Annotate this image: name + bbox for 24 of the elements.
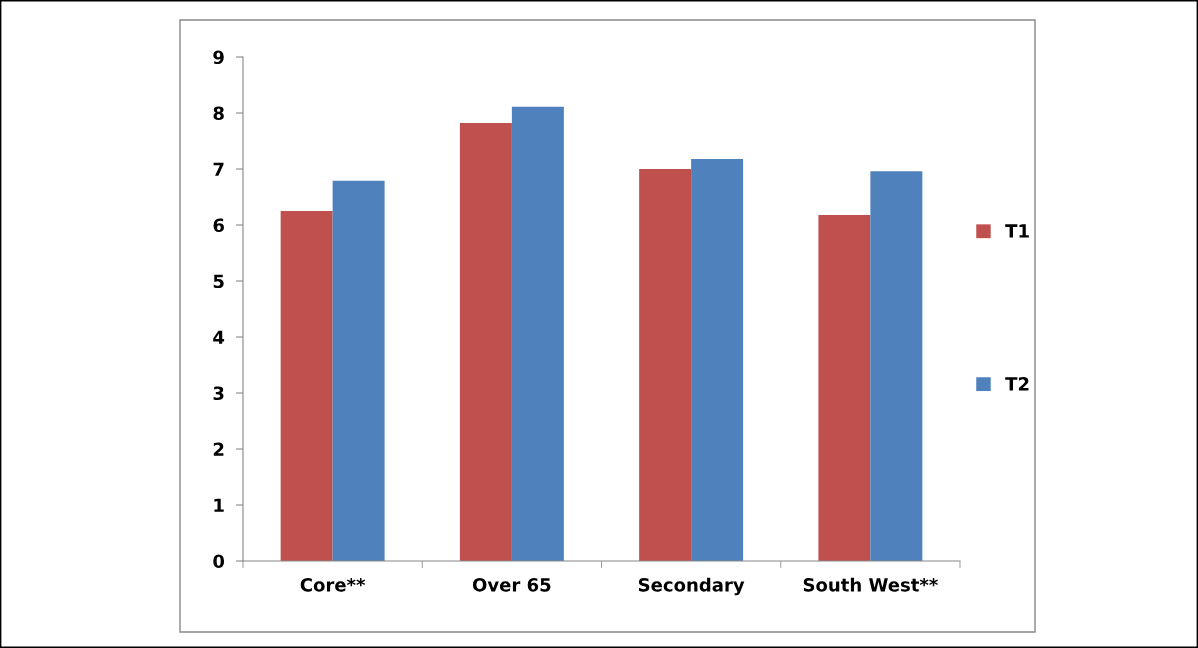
y-tick-label: 9 — [213, 50, 224, 65]
bar — [691, 158, 744, 561]
bar — [280, 211, 333, 561]
y-tick-label: 1 — [214, 498, 224, 512]
y-tick-label: 3 — [213, 386, 224, 401]
y-tick-label: 0 — [213, 554, 225, 569]
bar — [332, 180, 385, 561]
bar — [511, 106, 564, 561]
y-tick-label: 5 — [213, 274, 224, 289]
x-tick-label: Core** — [300, 577, 366, 592]
bar — [459, 123, 512, 561]
y-tick-label: 4 — [213, 330, 225, 344]
legend-label: T2 — [1005, 377, 1029, 391]
bar — [818, 214, 871, 561]
x-tick-label: South West** — [803, 577, 938, 592]
y-tick-label: 7 — [213, 162, 224, 176]
y-tick-label: 2 — [213, 442, 224, 456]
x-tick-label: Secondary — [638, 577, 745, 596]
y-tick-label: 6 — [213, 218, 224, 233]
legend-label: T1 — [1005, 224, 1029, 238]
bar — [639, 169, 692, 561]
x-tick-label: Over 65 — [472, 577, 551, 592]
bar — [870, 171, 923, 561]
y-tick-label: 8 — [213, 106, 224, 121]
